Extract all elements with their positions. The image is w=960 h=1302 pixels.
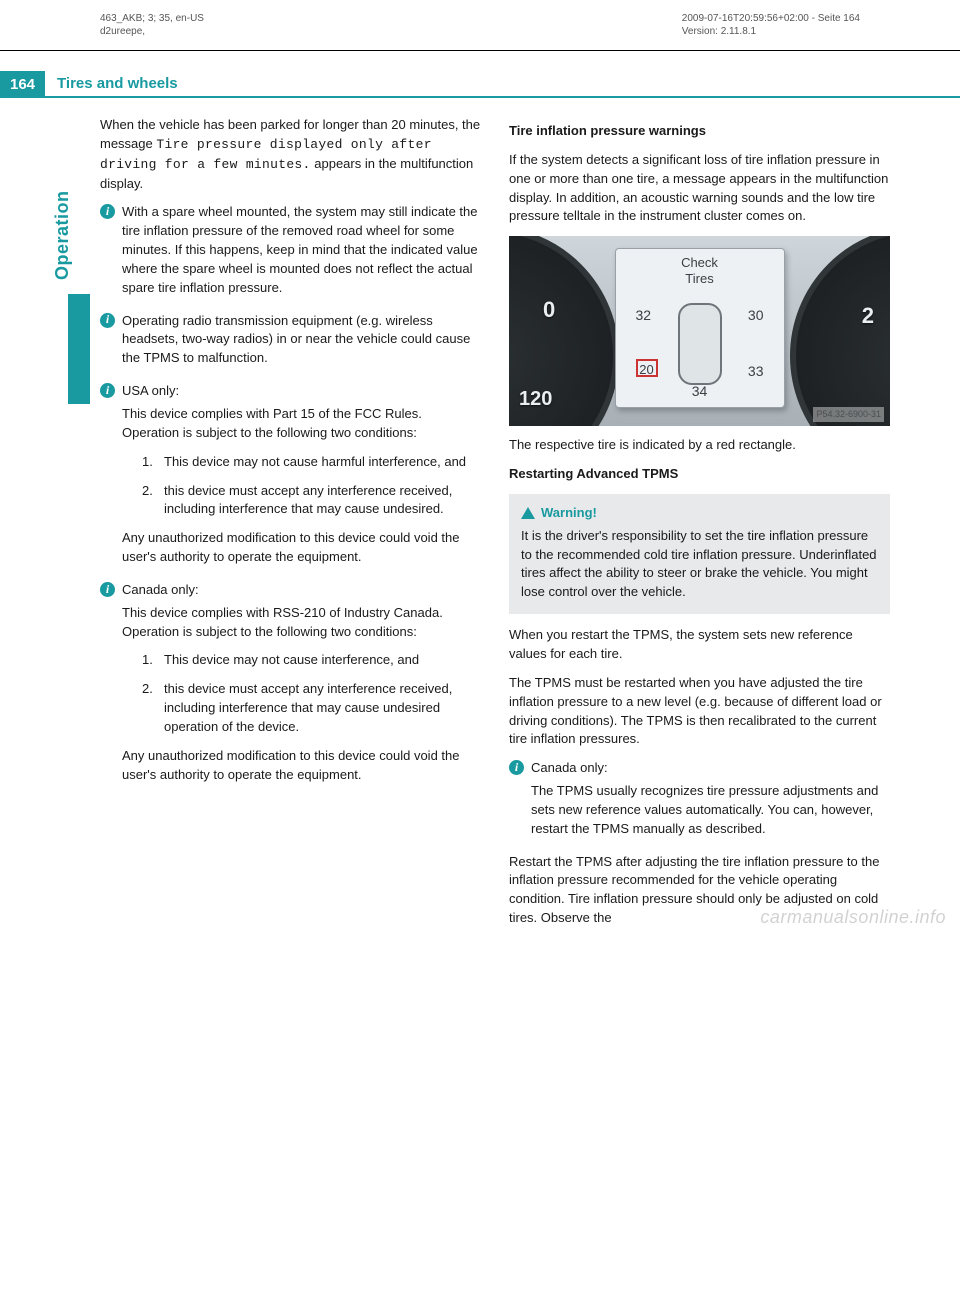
tire-value-spare: 34 [692,381,708,401]
info-canada-body: This device complies with RSS-210 of Ind… [122,604,481,642]
info-usa-lead: USA only: [122,383,179,398]
info-canada-list: 1. This device may not cause interference… [122,651,481,736]
watermark: carmanualsonline.info [760,907,946,928]
warning-head: Warning! [521,504,878,523]
gauge-value: 120 [519,385,552,414]
list-item: 1. This device may not cause harmful inte… [142,453,481,472]
list-num: 1. [142,651,153,670]
header-left: 463_AKB; 3; 35, en-US d2ureepe, [100,12,204,38]
list-item: 2. this device must accept any interferen… [142,482,481,520]
side-tab-label: Operation [52,190,73,280]
right-column: Tire inflation pressure warnings If the … [509,116,890,938]
info-canada-2-lead: Canada only: [531,760,608,775]
header-meta: 463_AKB; 3; 35, en-US d2ureepe, 2009-07-… [0,0,960,50]
page-number: 164 [0,71,45,98]
left-column: When the vehicle has been parked for lon… [100,116,481,938]
tire-value-fr: 30 [748,305,764,325]
gauge-value: 0 [543,294,555,326]
warning-label: Warning! [541,504,597,523]
list-text: this device must accept any interference… [164,483,452,517]
page-title: Tires and wheels [45,71,960,98]
page-header: 164 Tires and wheels [0,71,960,98]
warning-box: Warning! It is the driver's responsibili… [509,494,890,614]
list-text: This device may not cause harmful interf… [164,454,466,469]
para-warnings: If the system detects a significant loss… [509,151,890,226]
list-text: This device may not cause interference, … [164,652,419,667]
top-rule [0,50,960,51]
meta-right-1: 2009-07-16T20:59:56+02:00 - Seite 164 [682,12,860,25]
para-red-rect: The respective tire is indicated by a re… [509,436,890,455]
info-canada: i Canada only: This device complies with… [100,581,481,785]
warning-triangle-icon [521,507,535,519]
tire-value-rl-highlighted: 20 [636,359,658,377]
gauge-value: 2 [862,300,874,332]
info-usa-body: This device complies with Part 15 of the… [122,405,481,443]
para-intro: When the vehicle has been parked for lon… [100,116,481,193]
info-canada-tail: Any unauthorized modification to this de… [122,747,481,785]
display-panel: Check Tires 32 30 20 33 34 [615,248,785,408]
para-restart-2: The TPMS must be restarted when you have… [509,674,890,749]
info-canada-lead: Canada only: [122,582,199,597]
tire-value-rr: 33 [748,361,764,381]
info-radio-text: Operating radio transmission equipment (… [122,313,470,366]
info-icon: i [100,313,115,328]
panel-title: Check Tires [616,249,784,286]
meta-left-2: d2ureepe, [100,25,204,38]
info-usa: i USA only: This device complies with Pa… [100,382,481,567]
info-spare-wheel: i With a spare wheel mounted, the system… [100,203,481,297]
info-usa-list: 1. This device may not cause harmful inte… [122,453,481,520]
panel-title-2: Tires [685,271,713,286]
info-radio: i Operating radio transmission equipment… [100,312,481,369]
panel-title-1: Check [681,255,718,270]
tire-value-fl: 32 [636,305,652,325]
list-num: 2. [142,482,153,501]
figure-cluster: 0 120 2 Check Tires 32 30 20 33 34 P54.3… [509,236,890,426]
list-num: 2. [142,680,153,699]
car-icon [678,303,722,385]
heading-restart: Restarting Advanced TPMS [509,465,890,484]
gauge-right [790,236,890,426]
info-spare-wheel-text: With a spare wheel mounted, the system m… [122,204,478,294]
meta-left-1: 463_AKB; 3; 35, en-US [100,12,204,25]
info-canada-2: i Canada only: The TPMS usually recogniz… [509,759,890,838]
list-item: 2. this device must accept any interferen… [142,680,481,737]
info-icon: i [100,582,115,597]
side-tab-block [68,294,90,404]
para-restart-1: When you restart the TPMS, the system se… [509,626,890,664]
list-num: 1. [142,453,153,472]
info-icon: i [100,383,115,398]
heading-warnings: Tire inflation pressure warnings [509,122,890,141]
info-usa-tail: Any unauthorized modification to this de… [122,529,481,567]
list-item: 1. This device may not cause interference… [142,651,481,670]
info-icon: i [100,204,115,219]
figure-caption: P54.32-6900-31 [813,407,884,422]
warning-body: It is the driver's responsibility to set… [521,527,878,602]
info-icon: i [509,760,524,775]
list-text: this device must accept any interference… [164,681,452,734]
info-canada-2-body: The TPMS usually recognizes tire pressur… [531,782,890,839]
header-right: 2009-07-16T20:59:56+02:00 - Seite 164 Ve… [682,12,860,38]
content: When the vehicle has been parked for lon… [0,116,960,938]
meta-right-2: Version: 2.11.8.1 [682,25,860,38]
